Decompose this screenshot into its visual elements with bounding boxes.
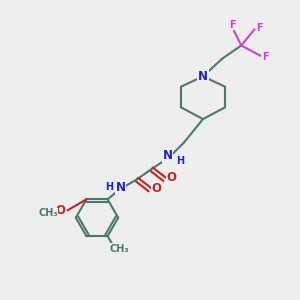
Text: N: N <box>198 70 208 83</box>
Text: N: N <box>163 149 173 162</box>
Text: F: F <box>256 23 263 33</box>
Text: CH₃: CH₃ <box>109 244 129 254</box>
Text: F: F <box>262 52 269 62</box>
Text: CH₃: CH₃ <box>39 208 58 218</box>
Text: O: O <box>152 182 161 195</box>
Text: H: H <box>176 156 184 166</box>
Text: F: F <box>229 20 236 30</box>
Text: O: O <box>166 172 176 184</box>
Text: H: H <box>106 182 114 192</box>
Text: O: O <box>55 204 65 217</box>
Text: N: N <box>116 181 126 194</box>
